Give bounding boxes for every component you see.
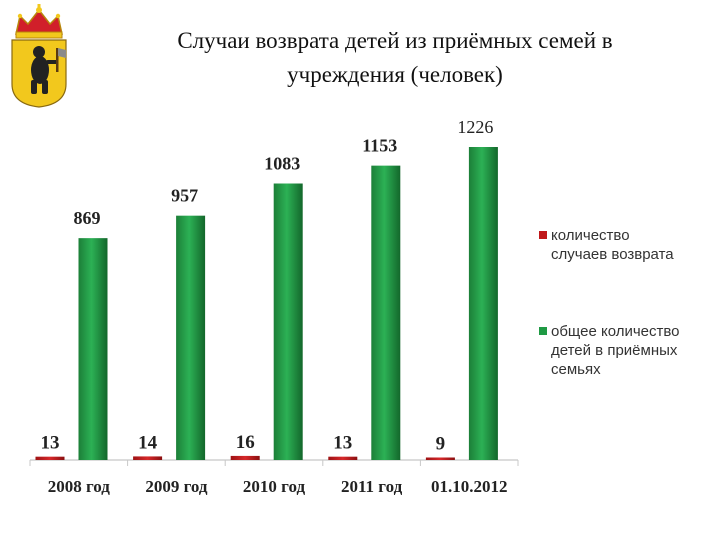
foster-bar [468,147,498,460]
legend-label: детей в приёмных [551,342,678,359]
x-tick-label: 2010 год [243,477,306,496]
foster-value-label: 957 [171,186,198,206]
return-bar [230,455,260,460]
foster-value-label: 1083 [264,154,300,174]
x-tick-label: 01.10.2012 [431,477,508,496]
bear-icon [31,46,58,94]
foster-bar [78,238,108,460]
yaroslavl-coat-of-arms-logo [6,4,72,108]
legend-swatch [539,327,547,335]
legend-label: количество [551,227,630,244]
return-bar [133,456,163,460]
legend-swatch [539,231,547,239]
x-tick-label: 2008 год [48,477,111,496]
return-value-label: 13 [41,433,60,454]
plot-area: 13 869 2008 год 14 957 2009 год 16 1083 2010 год… [29,117,519,496]
return-bar [35,456,65,460]
x-tick-label: 2009 год [145,477,208,496]
legend-label: случаев возврата [551,246,674,263]
foster-bar [273,183,303,460]
return-bar [328,456,358,460]
foster-value-label: 1153 [362,136,397,156]
title-line-1: Случаи возврата детей из приёмных семей … [177,28,613,53]
legend-label: семьях [551,361,601,378]
return-bar [425,457,455,460]
chart-legend: количество случаев возврата общее количест… [539,227,680,378]
return-value-label: 14 [138,432,158,453]
foster-bar [176,215,206,460]
foster-bar [371,165,401,460]
foster-value-label: 869 [74,208,101,228]
foster-value-label: 1226 [457,117,493,137]
return-value-label: 9 [436,434,446,455]
legend-label: общее количество [551,323,680,340]
crown-icon [15,4,63,39]
return-value-label: 13 [333,433,352,454]
title-line-2: учреждения (человек) [287,62,503,87]
return-value-label: 16 [236,432,255,453]
axe-icon [56,48,66,72]
x-tick-label: 2011 год [341,477,403,496]
page-title: Случаи возврата детей из приёмных семей … [95,24,695,92]
